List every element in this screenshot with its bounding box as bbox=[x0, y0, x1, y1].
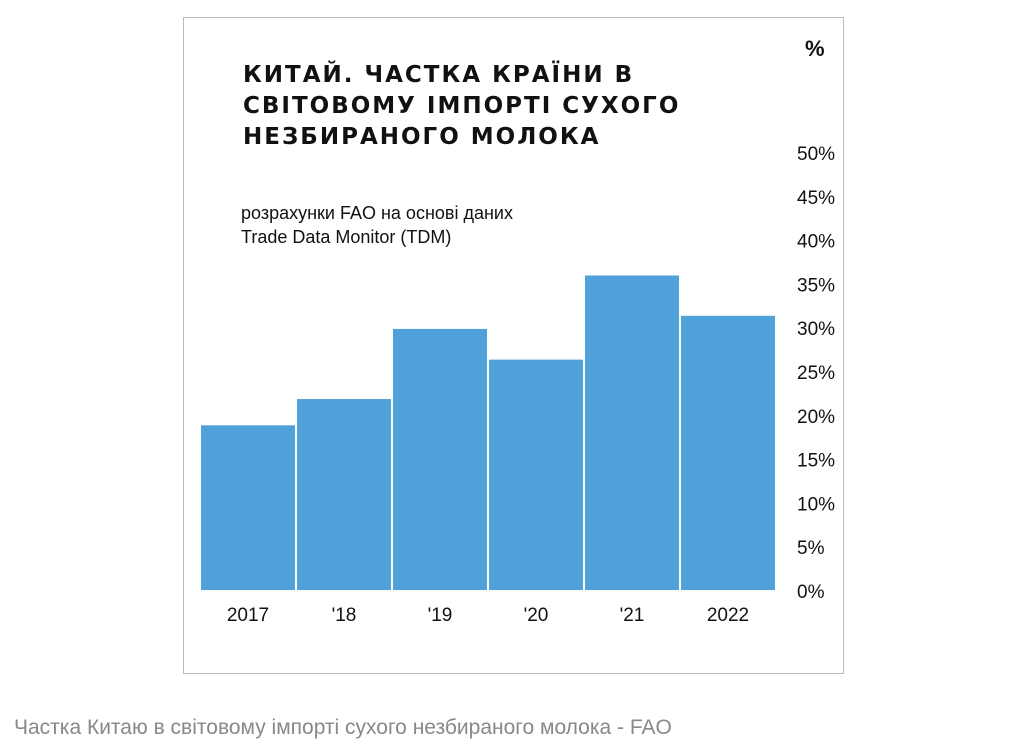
bar-19 bbox=[393, 328, 487, 590]
bar-18 bbox=[297, 399, 391, 590]
chart-title: КИТАЙ. ЧАСТКА КРАЇНИ В СВІТОВОМУ ІМПОРТІ… bbox=[243, 62, 681, 150]
y-tick-label: 40% bbox=[797, 232, 835, 253]
y-tick-label: 0% bbox=[797, 582, 825, 603]
y-tick-label: 25% bbox=[797, 363, 835, 384]
y-tick-label: 50% bbox=[797, 144, 835, 165]
x-tick-label: 2017 bbox=[227, 605, 269, 626]
y-tick-label: 5% bbox=[797, 538, 825, 559]
bar-21 bbox=[585, 275, 679, 590]
x-tick-label: '21 bbox=[620, 605, 645, 626]
y-tick-label: 45% bbox=[797, 188, 835, 209]
bar-2017 bbox=[201, 425, 295, 590]
bar-20 bbox=[489, 359, 583, 590]
bar-2022 bbox=[681, 315, 775, 590]
x-tick-label: '19 bbox=[428, 605, 453, 626]
x-tick-label: '20 bbox=[524, 605, 549, 626]
y-tick-label: 20% bbox=[797, 407, 835, 428]
y-tick-label: 30% bbox=[797, 319, 835, 340]
chart-subtitle: розрахунки FAO на основі даних Trade Dat… bbox=[241, 203, 513, 247]
x-tick-label: 2022 bbox=[707, 605, 749, 626]
y-tick-label: 15% bbox=[797, 451, 835, 472]
unit-label: % bbox=[805, 36, 825, 61]
y-tick-label: 35% bbox=[797, 275, 835, 296]
x-tick-label: '18 bbox=[332, 605, 357, 626]
y-tick-label: 10% bbox=[797, 494, 835, 515]
figure-caption: Частка Китаю в світовому імпорті сухого … bbox=[14, 716, 672, 739]
